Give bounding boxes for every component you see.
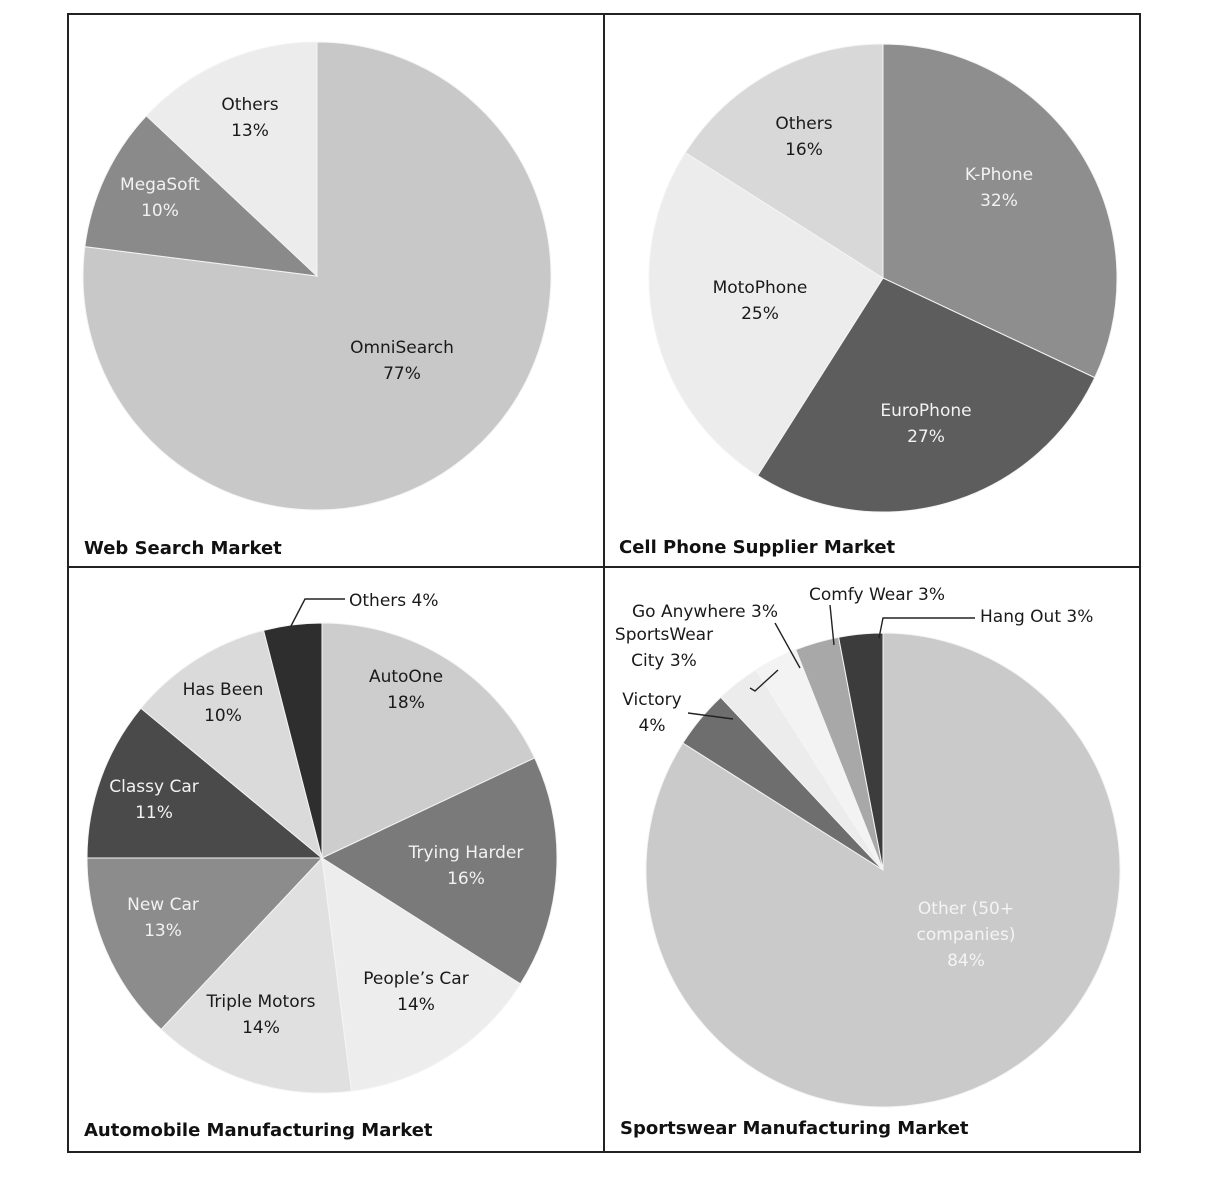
pie-slice-automobile-manufacturing-market-new-car	[86, 857, 324, 1031]
slice-label-automobile-manufacturing-market-has-been: Has Been 10%	[183, 680, 264, 726]
slice-label-web-search-market-megasoft: MegaSoft 10%	[120, 175, 200, 221]
slice-label-sportswear-manufacturing-market-hang-out: Hang Out 3%	[980, 607, 1093, 627]
leader-lines-layer	[290, 598, 975, 720]
leader-line-hang-out	[878, 617, 975, 639]
slice-label-automobile-manufacturing-market-triple-motors: Triple Motors 14%	[206, 992, 316, 1038]
chart-title-sportswear: Sportswear Manufacturing Market	[620, 1118, 969, 1139]
slice-label-automobile-manufacturing-market-people-s-car: People’s Car 14%	[363, 969, 468, 1015]
pie-slice-automobile-manufacturing-market-has-been	[140, 629, 323, 860]
pie-slice-automobile-manufacturing-market-trying-harder	[320, 757, 558, 985]
labels-layer: OmniSearch 77% MegaSoft 10% Others 13% K-Phone…	[109, 95, 1093, 1038]
slice-label-sportswear-manufacturing-market-other-50-companies: Other (50+ companies) 84%	[917, 899, 1016, 971]
leader-line-victory	[687, 712, 734, 720]
slice-label-automobile-manufacturing-market-trying-harder: Trying Harder 16%	[408, 843, 524, 889]
slice-label-cell-phone-supplier-market-europhone: EuroPhone 27%	[880, 401, 971, 447]
slice-label-automobile-manufacturing-market-new-car: New Car 13%	[127, 895, 199, 941]
slice-label-sportswear-manufacturing-market-go-anywhere: Go Anywhere 3%	[632, 602, 778, 622]
leader-line-sportswear-city	[749, 669, 779, 692]
slice-label-automobile-manufacturing-market-autoone: AutoOne 18%	[369, 667, 443, 713]
slice-label-cell-phone-supplier-market-motophone: MotoPhone 25%	[713, 278, 808, 324]
chart-title-cell-phone: Cell Phone Supplier Market	[619, 537, 896, 558]
chart-title-web-search: Web Search Market	[84, 538, 282, 559]
slice-label-cell-phone-supplier-market-k-phone: K-Phone 32%	[965, 165, 1033, 211]
pie-slice-sportswear-manufacturing-market-hang-out	[838, 632, 884, 871]
slice-label-cell-phone-supplier-market-others: Others 16%	[775, 114, 832, 160]
pie-slice-automobile-manufacturing-market-people-s-car	[321, 857, 522, 1092]
pie-slice-automobile-manufacturing-market-others	[262, 622, 323, 859]
leader-line-go-anywhere	[774, 622, 801, 669]
pie-slice-web-search-market-others	[145, 41, 318, 278]
slice-label-automobile-manufacturing-market-classy-car: Classy Car 11%	[109, 777, 198, 823]
pie-slice-cell-phone-supplier-market-others	[684, 43, 884, 279]
pie-slice-cell-phone-supplier-market-motophone	[648, 151, 884, 477]
pie-slice-automobile-manufacturing-market-classy-car	[86, 707, 324, 859]
pie-slice-automobile-manufacturing-market-triple-motors	[160, 856, 353, 1094]
pie-slice-web-search-market-megasoft	[84, 115, 319, 277]
slice-label-sportswear-manufacturing-market-victory: Victory 4%	[622, 690, 681, 736]
pie-slice-cell-phone-supplier-market-europhone	[756, 277, 1096, 513]
leader-line-comfy-wear	[829, 604, 835, 646]
slice-label-sportswear-manufacturing-market-comfy-wear: Comfy Wear 3%	[809, 585, 945, 605]
leader-line-others	[290, 598, 345, 627]
slice-label-web-search-market-others: Others 13%	[221, 95, 278, 141]
slice-label-automobile-manufacturing-market-others: Others 4%	[349, 591, 439, 611]
slice-label-sportswear-manufacturing-market-sportswear-city: SportsWear City 3%	[615, 625, 713, 671]
pie-slice-automobile-manufacturing-market-autoone	[321, 622, 536, 859]
pie-slice-cell-phone-supplier-market-k-phone	[882, 43, 1118, 379]
pies-layer	[82, 41, 1121, 1108]
chart-title-automobile: Automobile Manufacturing Market	[84, 1120, 433, 1141]
slice-label-web-search-market-omnisearch: OmniSearch 77%	[350, 338, 454, 384]
